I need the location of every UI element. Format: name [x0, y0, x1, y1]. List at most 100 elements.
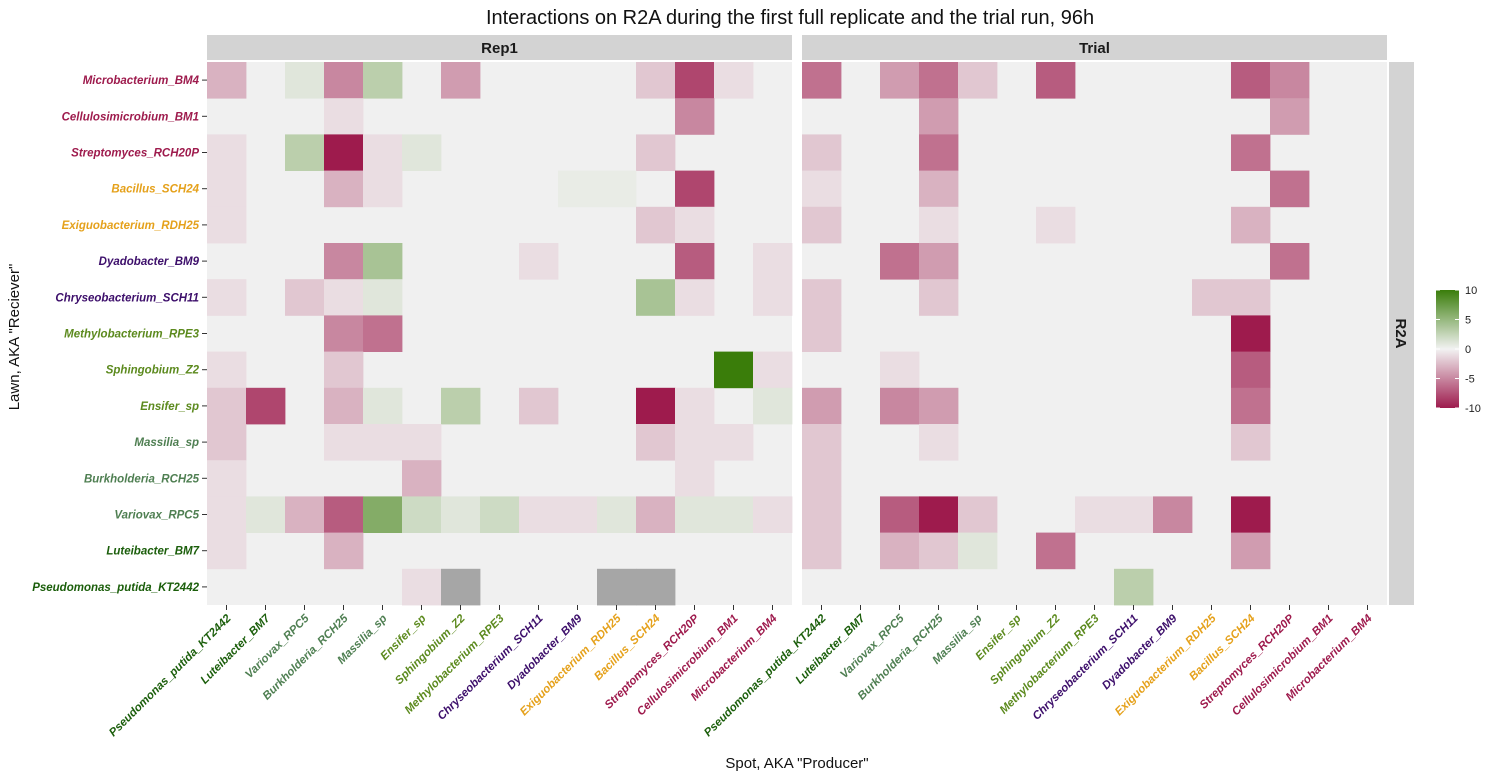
heatmap-cell [363, 170, 403, 208]
y-tick-label: Luteibacter_BM7 [106, 546, 199, 558]
heatmap-cell [441, 496, 481, 533]
legend-tick-label: 0 [1465, 344, 1471, 356]
heatmap-cell [480, 496, 520, 533]
y-tick-label: Ensifer_sp [140, 401, 199, 413]
heatmap-cell [363, 424, 403, 461]
heatmap-cell [636, 496, 676, 533]
heatmap-cell [363, 387, 403, 425]
heatmap-cell [324, 351, 364, 389]
heatmap-cell [1231, 387, 1271, 425]
heatmap-cell [636, 62, 676, 99]
heatmap-cell [636, 134, 676, 171]
heatmap-cell [753, 387, 793, 425]
heatmap-cell [958, 532, 998, 570]
heatmap-cell [1075, 496, 1115, 533]
heatmap-cell [714, 351, 754, 389]
heatmap-cell [1231, 134, 1271, 171]
heatmap-cell [802, 387, 842, 425]
x-tick-label: Luteibacter_BM7 [199, 612, 273, 686]
heatmap-cell [802, 62, 842, 99]
heatmap-cell [919, 206, 959, 244]
heatmap-cell [802, 206, 842, 244]
heatmap-cell [1231, 496, 1271, 533]
panel-trial [802, 62, 1387, 606]
facet-strip-right-label: R2A [1392, 318, 1409, 348]
heatmap-cell [1231, 206, 1271, 244]
heatmap-cell [714, 424, 754, 461]
heatmap-cell [675, 387, 715, 425]
x-tick-label: Sphingobium_Z2 [988, 612, 1063, 687]
facet-panels [207, 62, 1387, 606]
heatmap-cell [207, 496, 247, 533]
heatmap-cell [1192, 279, 1232, 316]
heatmap-cell [919, 279, 959, 316]
heatmap-cell [207, 532, 247, 570]
heatmap-cell [880, 243, 920, 280]
y-tick-label: Massilia_sp [134, 437, 199, 449]
heatmap-cell [753, 279, 793, 316]
heatmap-cell [1231, 315, 1271, 352]
heatmap-cell [363, 279, 403, 316]
heatmap-cell [597, 170, 637, 208]
x-tick-label: Dyadobacter_BM9 [505, 612, 585, 692]
heatmap-cell [802, 279, 842, 316]
y-tick-label: Sphingobium_Z2 [106, 365, 200, 377]
heatmap-cell [285, 496, 325, 533]
heatmap-cell [675, 62, 715, 99]
heatmap-cell [441, 62, 481, 99]
heatmap-cell [324, 62, 364, 99]
heatmap-cell [1270, 98, 1310, 135]
heatmap-cell [207, 134, 247, 171]
y-tick-label: Bacillus_SCH24 [111, 184, 199, 196]
heatmap-cell [880, 62, 920, 99]
heatmap-cell [402, 568, 442, 606]
heatmap-cell [597, 496, 637, 533]
heatmap-cell [285, 279, 325, 316]
heatmap-cell [324, 170, 364, 208]
heatmap-cell [919, 496, 959, 533]
x-tick-label: Sphingobium_Z2 [393, 612, 468, 687]
y-tick-label: Chryseobacterium_SCH11 [55, 292, 199, 304]
heatmap-cell [714, 496, 754, 533]
y-tick-label: Microbacterium_BM4 [83, 75, 200, 87]
heatmap-cell [919, 62, 959, 99]
x-tick-label: Bacillus_SCH24 [1187, 612, 1258, 683]
heatmap-cell [324, 532, 364, 570]
y-tick-label: Variovax_RPC5 [114, 510, 199, 522]
heatmap-cell [1036, 532, 1076, 570]
color-legend: 10 5 0 -5 -10 [1436, 285, 1481, 415]
heatmap-cell [880, 532, 920, 570]
heatmap-cell [880, 351, 920, 389]
heatmap-cell [363, 496, 403, 533]
heatmap-cell [1231, 279, 1271, 316]
heatmap-cell [207, 170, 247, 208]
heatmap-cell [675, 424, 715, 461]
y-tick-label: Streptomyces_RCH20P [71, 148, 199, 160]
heatmap-cell [1231, 62, 1271, 99]
heatmap-cell [207, 279, 247, 316]
heatmap-cell [675, 460, 715, 497]
heatmap-cell [958, 62, 998, 99]
legend-tick-label: -5 [1465, 374, 1475, 386]
heatmap-cell [285, 134, 325, 171]
heatmap-cell [207, 206, 247, 244]
heatmap-cell [958, 496, 998, 533]
heatmap-cell [753, 496, 793, 533]
facet-strips: Rep1 Trial R2A [207, 35, 1414, 605]
heatmap-cell [1114, 496, 1154, 533]
heatmap-cell [1036, 62, 1076, 99]
heatmap-cell [324, 387, 364, 425]
legend-tick-label: 5 [1465, 315, 1471, 327]
facet-strip-rep1 [207, 35, 792, 60]
heatmap-cell [402, 134, 442, 171]
heatmap-cell [441, 387, 481, 425]
heatmap-cell [919, 387, 959, 425]
heatmap-cell [880, 496, 920, 533]
heatmap-cell [919, 532, 959, 570]
heatmap-cell [207, 424, 247, 461]
heatmap-cell [714, 62, 754, 99]
heatmap-cell [285, 62, 325, 99]
heatmap-cell [1114, 568, 1154, 606]
heatmap-cell [675, 496, 715, 533]
